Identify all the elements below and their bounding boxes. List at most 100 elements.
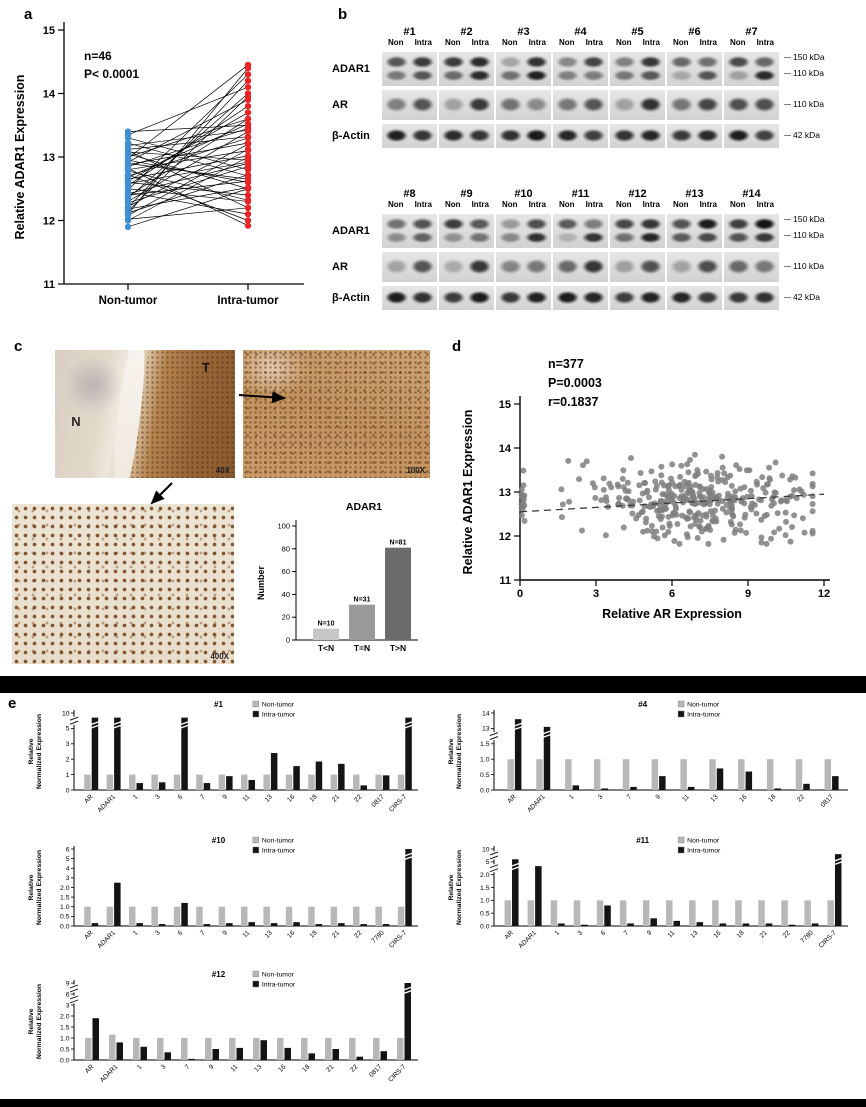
scatter-point <box>579 527 586 534</box>
intra-tumor-point <box>244 139 252 147</box>
non-tumor-bar <box>527 900 535 926</box>
scatter-point <box>579 462 586 469</box>
intra-tumor-bar <box>293 922 300 926</box>
scatter-point <box>705 540 712 547</box>
x-tick-label: 11 <box>242 793 252 803</box>
x-tick-label: 7 <box>623 929 631 937</box>
x-tick-label: CIRS-7 <box>387 1063 407 1083</box>
x-tick-label: 21 <box>331 929 341 939</box>
intra-tumor-bar <box>203 783 211 790</box>
blot-band <box>467 231 492 243</box>
pair-line <box>127 136 249 150</box>
y-tick-label: 6 <box>66 991 70 998</box>
intra-tumor-point <box>244 184 252 191</box>
scatter-point <box>706 501 713 508</box>
non-tumor-point <box>124 142 132 149</box>
intra-tumor-bar <box>308 1053 315 1060</box>
y-tick-label: 1.5 <box>480 741 490 748</box>
x-tick-label: 7780 <box>799 929 815 945</box>
intra-tumor-bar <box>92 1018 99 1060</box>
scatter-point <box>714 469 721 476</box>
pair-line <box>127 170 249 201</box>
non-tumor-bar <box>781 900 788 926</box>
scatter-point <box>809 500 816 507</box>
non-tumor-bar <box>353 774 360 790</box>
scatter-point <box>654 535 661 542</box>
blot-band <box>410 231 435 243</box>
intra-tumor-point <box>244 177 252 185</box>
scatter-point <box>694 467 701 474</box>
intra-tumor-point <box>244 156 252 164</box>
blot-cell <box>496 214 551 248</box>
non-tumor-bar <box>397 906 405 926</box>
scatter-point <box>782 518 789 525</box>
ihc-score-bar-chart: ADAR1 0 20 40 60 80 100 Number N=10 T<N N=31 T=N N=8… <box>256 501 418 653</box>
scatter-point <box>687 509 694 516</box>
blot-cell <box>496 90 551 120</box>
non-tumor-bar <box>738 759 745 790</box>
non-tumor-bar <box>680 759 687 790</box>
non-tumor-bar <box>824 759 832 790</box>
y-tick-label: 0.0 <box>480 923 490 930</box>
non-tumor-bar <box>129 906 136 926</box>
annotation: r=0.1837 <box>548 395 598 409</box>
blot-band <box>410 128 435 142</box>
blot-band <box>581 290 606 304</box>
scatter-point <box>693 516 700 523</box>
chart-title: #12 <box>212 970 226 979</box>
y-tick-label: 3 <box>66 875 70 882</box>
non-tumor-bar <box>277 1038 284 1060</box>
scatter-point <box>707 508 714 515</box>
scatter-point <box>730 513 737 520</box>
scatter-point <box>758 516 765 523</box>
lane-label: Intra <box>585 200 603 209</box>
non-tumor-bar <box>241 906 248 926</box>
non-tumor-bar <box>106 774 114 790</box>
blot-cell <box>553 252 608 282</box>
non-tumor-bar <box>157 1038 164 1060</box>
x-tick-label: 3 <box>577 929 585 937</box>
x-tick-label: 3 <box>593 588 599 600</box>
blot-cell <box>553 90 608 120</box>
kda-marker: 42 kDa <box>784 130 820 140</box>
legend-swatch <box>677 710 685 718</box>
y-tick-label: 0.5 <box>60 914 70 921</box>
lane-label: Intra <box>414 200 432 209</box>
intra-tumor-bar <box>405 717 412 790</box>
blot-band <box>498 128 523 142</box>
blot-band <box>669 258 694 274</box>
scatter-point <box>629 510 636 517</box>
panel-c-label: c <box>14 338 23 355</box>
scatter-point <box>791 512 798 519</box>
blot-cell <box>610 252 665 282</box>
intra-tumor-bar <box>226 776 233 790</box>
x-tick-label: 16 <box>738 793 748 803</box>
x-tick-label: 9 <box>221 929 229 937</box>
intra-tumor-bar <box>212 1049 219 1060</box>
intra-tumor-bar <box>136 783 143 790</box>
x-tick-label: 22 <box>349 1063 359 1073</box>
scatter-point <box>729 493 736 500</box>
lane-label: Non <box>672 200 689 209</box>
x-tick-label: 7 <box>199 793 207 801</box>
axis-break <box>489 864 499 869</box>
chart-title: #4 <box>638 700 647 709</box>
blot-band <box>612 128 637 142</box>
sample-label: #7 <box>745 26 758 38</box>
blot-band <box>752 56 777 68</box>
non-tumor-bar <box>173 906 181 926</box>
sample-label: #6 <box>688 26 701 38</box>
x-tick-label: 13 <box>264 929 274 939</box>
pair-line <box>127 191 249 215</box>
intra-tumor-point <box>244 196 252 204</box>
x-tick-label: 6 <box>177 793 185 801</box>
scatter-point <box>687 456 694 463</box>
scatter-point <box>764 481 771 488</box>
scatter-point <box>583 458 590 465</box>
legend-label: Non-tumor <box>262 838 295 845</box>
tissue-stain-texture <box>130 350 235 478</box>
blot-band <box>524 56 549 68</box>
blot-cell <box>724 252 779 282</box>
intra-tumor-bar <box>543 726 551 790</box>
x-tick-label: Intra-tumor <box>217 295 279 307</box>
